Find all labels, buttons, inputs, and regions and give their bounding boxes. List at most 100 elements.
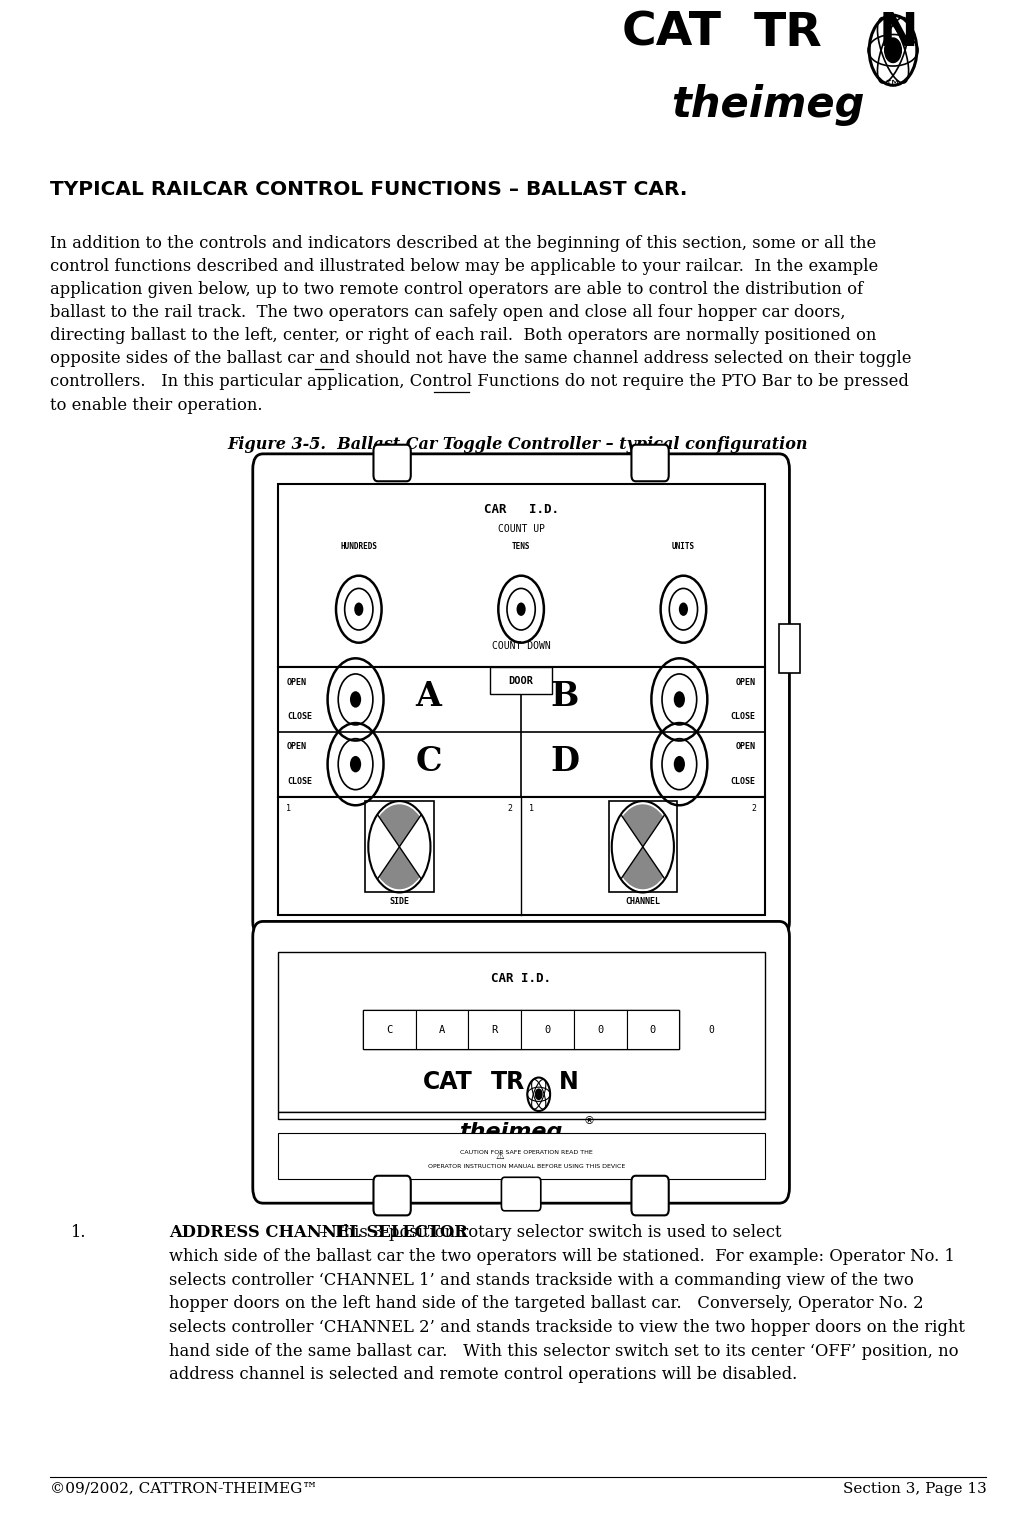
Text: 1.: 1. [70, 1224, 86, 1241]
Text: OPEN: OPEN [736, 743, 755, 751]
FancyBboxPatch shape [631, 445, 669, 481]
Text: UNITS: UNITS [672, 542, 695, 551]
Text: C: C [386, 1025, 393, 1034]
Bar [415, 1010, 468, 1049]
Text: CAT: CAT [622, 11, 722, 56]
FancyBboxPatch shape [631, 1176, 669, 1215]
Text: CLOSE: CLOSE [730, 713, 755, 722]
FancyBboxPatch shape [374, 1176, 410, 1215]
Text: CHANNEL: CHANNEL [626, 897, 660, 906]
Text: C: C [392, 1025, 398, 1034]
Text: C: C [415, 745, 441, 778]
Text: 2: 2 [751, 804, 756, 813]
Text: CNT: CNT [392, 804, 407, 813]
Text: to enable their operation.: to enable their operation. [50, 396, 262, 414]
Bar [363, 1010, 426, 1049]
Text: application given below, up to two remote control operators are able to control : application given below, up to two remot… [50, 280, 863, 299]
Text: TR: TR [754, 11, 823, 56]
Text: opposite sides of the ballast car and should not have the same channel address s: opposite sides of the ballast car and sh… [50, 350, 912, 367]
Text: address channel is selected and remote control operations will be disabled.: address channel is selected and remote c… [169, 1366, 797, 1383]
Text: SIDE: SIDE [390, 897, 409, 906]
Wedge shape [379, 804, 420, 847]
Text: ⚠: ⚠ [496, 1151, 505, 1161]
Wedge shape [623, 804, 663, 847]
Text: OPEN: OPEN [287, 678, 307, 687]
Wedge shape [379, 847, 420, 889]
Text: A: A [415, 679, 441, 713]
Text: CAR   I.D.: CAR I.D. [484, 503, 558, 516]
Text: N: N [879, 11, 918, 56]
Circle shape [354, 603, 364, 615]
Bar [521, 1010, 574, 1049]
Circle shape [673, 691, 685, 708]
Text: 0: 0 [644, 1025, 651, 1034]
Bar [363, 1010, 680, 1049]
Circle shape [673, 755, 685, 772]
Text: ADDRESS CHANNEL SELECTOR: ADDRESS CHANNEL SELECTOR [169, 1224, 467, 1241]
Text: R: R [492, 1025, 498, 1034]
Text: CAT: CAT [423, 1071, 472, 1094]
Text: DOOR: DOOR [509, 676, 534, 685]
Bar [278, 1133, 765, 1179]
Text: OPEN: OPEN [736, 678, 755, 687]
Bar [366, 801, 434, 892]
Text: COUNT UP: COUNT UP [497, 524, 545, 535]
Text: ©09/2002, CATTRON-THEIMEG™: ©09/2002, CATTRON-THEIMEG™ [50, 1482, 317, 1496]
Text: A: A [455, 1025, 461, 1034]
Text: 0: 0 [650, 1025, 656, 1034]
Text: OPEN: OPEN [287, 743, 307, 751]
Text: Figure 3-5.  Ballast Car Toggle Controller – typical configuration: Figure 3-5. Ballast Car Toggle Controlle… [228, 436, 808, 452]
Text: In addition to the controls and indicators described at the beginning of this se: In addition to the controls and indicato… [50, 235, 876, 251]
Bar [489, 1010, 553, 1049]
Bar [468, 1010, 521, 1049]
Circle shape [885, 38, 901, 62]
Bar [278, 797, 765, 915]
Text: TR: TR [491, 1071, 525, 1094]
Text: CAR I.D.: CAR I.D. [491, 972, 551, 985]
Text: 2: 2 [508, 804, 513, 813]
Text: selects controller ‘CHANNEL 1’ and stands trackside with a commanding view of th: selects controller ‘CHANNEL 1’ and stand… [169, 1272, 914, 1288]
Text: 0: 0 [544, 1025, 550, 1034]
Bar [490, 667, 552, 694]
FancyBboxPatch shape [501, 1177, 541, 1211]
Text: theimeg: theimeg [459, 1121, 563, 1142]
Circle shape [350, 755, 362, 772]
Text: A: A [439, 1025, 445, 1034]
Text: R: R [518, 1025, 524, 1034]
Text: OPERATOR INSTRUCTION MANUAL BEFORE USING THIS DEVICE: OPERATOR INSTRUCTION MANUAL BEFORE USING… [428, 1164, 625, 1168]
Text: controllers.   In this particular application, Control Functions do not require : controllers. In this particular applicat… [50, 373, 909, 390]
Text: 0: 0 [708, 1025, 714, 1034]
Text: HUNDREDS: HUNDREDS [340, 542, 377, 551]
Circle shape [350, 691, 362, 708]
Text: directing ballast to the left, center, or right of each rail.  Both operators ar: directing ballast to the left, center, o… [50, 327, 876, 344]
Text: B: B [551, 679, 579, 713]
Text: D: D [550, 745, 579, 778]
Wedge shape [623, 847, 663, 889]
Bar [363, 1010, 415, 1049]
FancyBboxPatch shape [253, 454, 789, 937]
Text: 0: 0 [581, 1025, 587, 1034]
Bar [779, 624, 800, 673]
Text: CLOSE: CLOSE [287, 777, 312, 786]
Bar [278, 952, 765, 1112]
Circle shape [679, 603, 688, 615]
Text: hopper doors on the left hand side of the targeted ballast car.   Conversely, Op: hopper doors on the left hand side of th… [169, 1295, 923, 1313]
Text: ballast to the rail track.  The two operators can safely open and close all four: ballast to the rail track. The two opera… [50, 305, 845, 321]
Text: CLOSE: CLOSE [287, 713, 312, 722]
Text: 1: 1 [529, 804, 535, 813]
Text: 1: 1 [286, 804, 291, 813]
Bar [616, 1010, 680, 1049]
Text: ®: ® [583, 1116, 595, 1125]
Text: – This 3-position rotary selector switch is used to select: – This 3-position rotary selector switch… [314, 1224, 782, 1241]
FancyBboxPatch shape [253, 921, 789, 1203]
Text: which side of the ballast car the two operators will be stationed.  For example:: which side of the ballast car the two op… [169, 1249, 955, 1266]
Text: theimeg: theimeg [671, 84, 865, 126]
Bar [627, 1010, 680, 1049]
Bar [609, 801, 678, 892]
Text: TYPICAL RAILCAR CONTROL FUNCTIONS – BALLAST CAR.: TYPICAL RAILCAR CONTROL FUNCTIONS – BALL… [50, 180, 687, 198]
Text: OFF: OFF [635, 804, 651, 813]
Text: control functions described and illustrated below may be applicable to your rail: control functions described and illustra… [50, 257, 877, 274]
Bar [278, 1112, 765, 1119]
Text: Section 3, Page 13: Section 3, Page 13 [842, 1482, 986, 1496]
Text: CLOSE: CLOSE [730, 777, 755, 786]
